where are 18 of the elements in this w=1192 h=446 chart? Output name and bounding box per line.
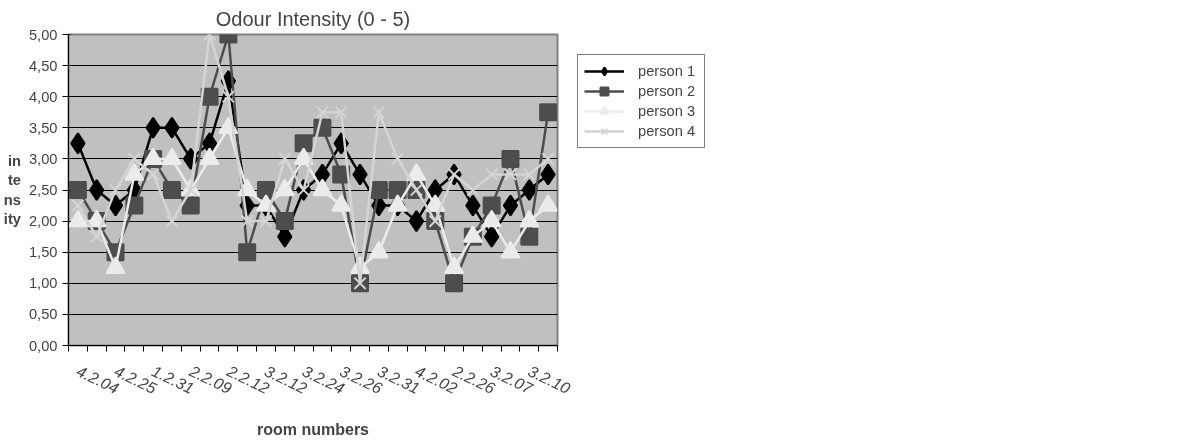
y-tick-label: 3,00: [28, 150, 58, 167]
y-tick-label: 2,50: [28, 182, 58, 198]
y-tick-label: 1,50: [28, 244, 58, 261]
y-axis-title: intensity: [3, 153, 22, 227]
y-tick-label: 3,50: [28, 119, 58, 136]
x-axis-title: room numbers: [256, 420, 370, 438]
chart-title: Odour Intensity (0 - 5): [215, 7, 411, 30]
y-tick-label: 0,50: [28, 306, 58, 323]
y-tick-label: 4,50: [28, 57, 58, 74]
y-tick-label: 2,00: [28, 213, 58, 230]
legend-label: person 4: [638, 123, 697, 139]
y-tick-label: 0,00: [28, 337, 58, 354]
legend-label: person 2: [638, 83, 697, 99]
y-tick-label: 1,00: [28, 275, 58, 292]
y-tick-label: 4,00: [28, 88, 58, 105]
y-tick-label: 5,00: [28, 26, 58, 43]
legend-label: person 3: [638, 103, 697, 119]
legend-label: person 1: [638, 63, 697, 79]
